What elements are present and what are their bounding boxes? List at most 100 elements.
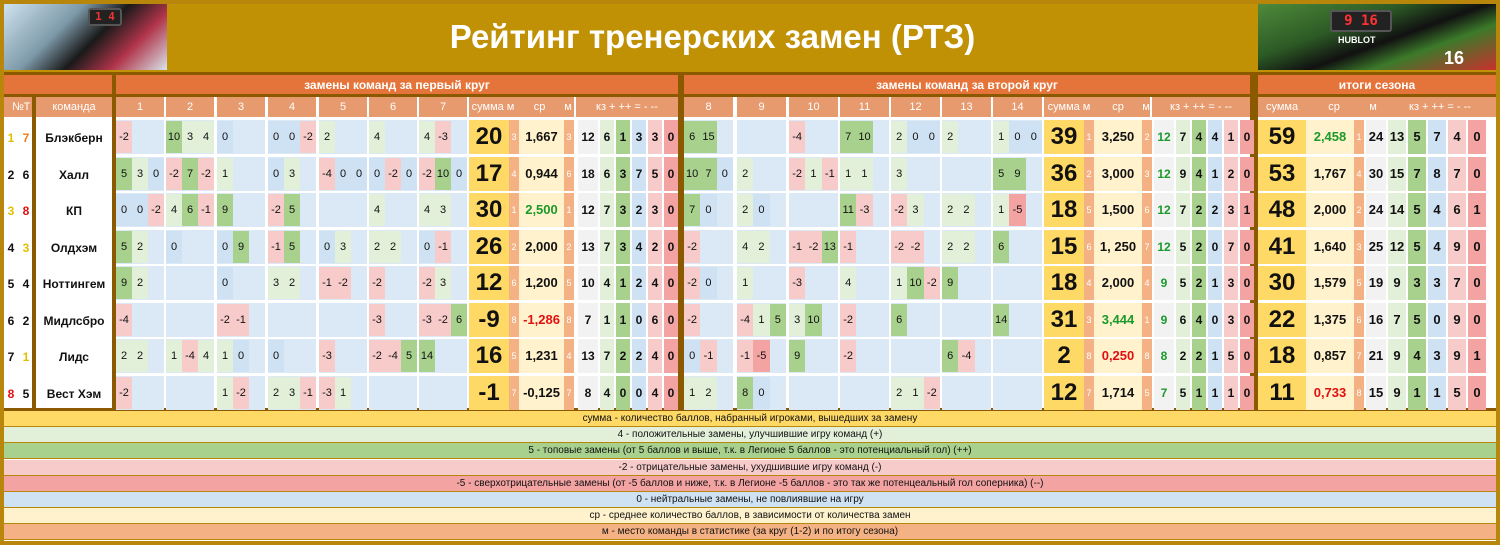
avg-rank: 6 [564, 157, 574, 191]
stat-value: 1 [1208, 376, 1222, 410]
sum-value: 2 [1044, 339, 1084, 373]
season-stat: 1 [1468, 339, 1486, 373]
stat-value: 0 [664, 266, 678, 300]
substitution-score: 1 [217, 377, 233, 409]
substitution-score: 0 [923, 121, 940, 153]
substitution-score: 4 [840, 267, 857, 299]
stat-value: 4 [600, 266, 614, 300]
substitution-score: 0 [166, 231, 182, 263]
col-avg: ср [517, 97, 562, 117]
substitution-score: -2 [789, 158, 806, 190]
substitution-score: 0 [319, 231, 335, 263]
substitution-score: -1 [737, 340, 754, 372]
stat-value: 3 [616, 193, 630, 227]
substitution-score: 2 [737, 194, 754, 226]
stat-value: 7 [600, 339, 614, 373]
sum-rank: 2 [509, 230, 519, 264]
substitution-score: 6 [684, 121, 701, 153]
substitution-score: -1 [233, 304, 249, 336]
substitution-score: 0 [217, 267, 233, 299]
avg-value: 1,667 [519, 120, 564, 154]
substitution-score: 0 [217, 231, 233, 263]
avg-rank: 6 [1142, 193, 1152, 227]
substitution-score: 11 [840, 194, 857, 226]
substitution-score: 10 [684, 158, 701, 190]
col-m: м [562, 97, 574, 117]
stat-value: 18 [578, 157, 598, 191]
row-number: 3 [7, 204, 15, 218]
round-cell [789, 376, 838, 410]
avg-rank: 1 [1142, 303, 1152, 337]
stat-value: 9 [1154, 303, 1174, 337]
substitution-score: 1 [840, 158, 857, 190]
substitution-score: -2 [300, 121, 316, 153]
sum-rank: 4 [509, 157, 519, 191]
substitution-score: -2 [166, 158, 182, 190]
stat-value: 3 [648, 120, 662, 154]
substitution-score: 2 [132, 340, 148, 372]
stat-value: 0 [1240, 339, 1254, 373]
stat-value: 7 [600, 230, 614, 264]
gold-separator [4, 94, 1496, 97]
season-stat: 4 [1428, 230, 1446, 264]
round-cell [891, 339, 940, 373]
avg-rank: 8 [564, 303, 574, 337]
substitution-score: 0 [753, 194, 770, 226]
substitution-score: -1 [840, 231, 857, 263]
substitution-score: 2 [958, 231, 975, 263]
substitution-score: 3 [789, 304, 806, 336]
round-header: 9 [737, 97, 786, 117]
substitution-score: -4 [737, 304, 754, 336]
substitution-score: 2 [958, 194, 975, 226]
round-header: 14 [993, 97, 1042, 117]
substitution-score: 0 [148, 158, 164, 190]
stat-value: 13 [578, 339, 598, 373]
season-stat: 13 [1388, 120, 1406, 154]
substitution-score: 0 [369, 158, 385, 190]
stat-value: 6 [1176, 303, 1190, 337]
substitution-score: 13 [821, 231, 838, 263]
team-name: Мидлсбро [43, 314, 105, 328]
substitution-score: -1 [198, 194, 214, 226]
substitution-score: 0 [351, 158, 367, 190]
substitution-score: 2 [753, 231, 770, 263]
season-rank: 3 [1354, 230, 1364, 264]
substitution-score: -1 [821, 158, 838, 190]
season-stat: 0 [1468, 266, 1486, 300]
season-rank: 1 [1354, 120, 1364, 154]
col-season-m: м [1362, 97, 1384, 117]
substitution-score: -2 [435, 304, 451, 336]
round-header: 5 [319, 97, 367, 117]
round-header: 13 [942, 97, 991, 117]
substitution-score: -4 [116, 304, 132, 336]
team-name: Лидс [59, 350, 89, 364]
band-season: итоги сезона [1258, 75, 1496, 94]
stat-value: 7 [632, 157, 646, 191]
substitution-score: -5 [1009, 194, 1026, 226]
season-stat: 14 [1388, 193, 1406, 227]
stat-value: 6 [600, 120, 614, 154]
season-stat: 9 [1448, 230, 1466, 264]
substitution-score: 4 [369, 194, 385, 226]
substitution-score: 2 [319, 121, 335, 153]
substitution-score: -4 [319, 158, 335, 190]
team-name: Халл [59, 168, 89, 182]
season-stat: 9 [1448, 303, 1466, 337]
round-cell [166, 266, 214, 300]
season-stat: 9 [1448, 339, 1466, 373]
substitution-score: 1 [891, 267, 908, 299]
stat-value: 4 [1192, 120, 1206, 154]
substitution-score: 0 [132, 194, 148, 226]
substitution-score: -2 [923, 377, 940, 409]
season-sum: 59 [1258, 120, 1306, 154]
season-avg: 2,458 [1306, 120, 1354, 154]
season-stat: 30 [1366, 157, 1386, 191]
substitution-score: 9 [217, 194, 233, 226]
substitution-score: -2 [419, 267, 435, 299]
round-cell [166, 303, 214, 337]
substitution-score: 0 [268, 340, 284, 372]
substitution-score: 2 [369, 231, 385, 263]
avg-value: 0,250 [1094, 339, 1142, 373]
substitution-score: 3 [284, 377, 300, 409]
substitution-score: 0 [268, 158, 284, 190]
